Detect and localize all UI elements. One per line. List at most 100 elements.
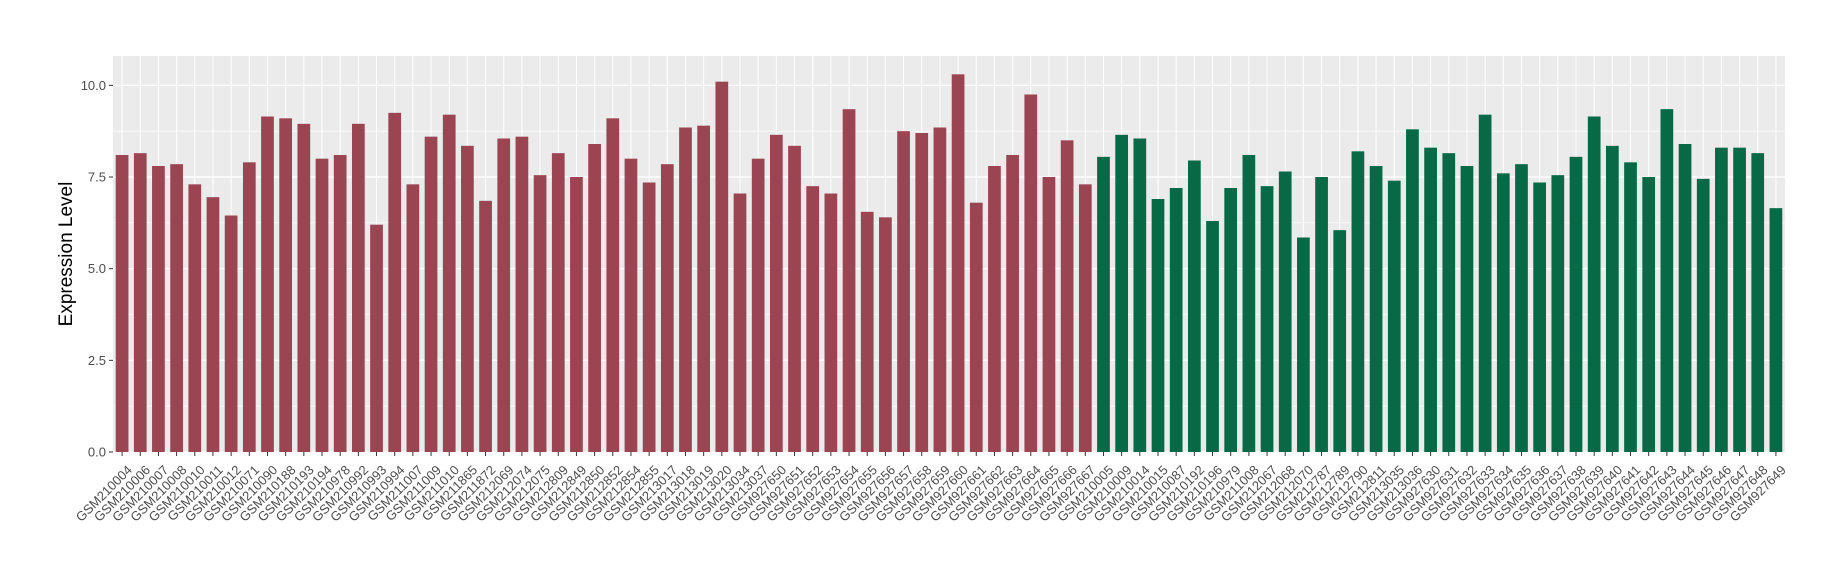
bar-GSM927657 bbox=[897, 131, 910, 452]
bar-GSM210004 bbox=[115, 155, 129, 452]
bar-GSM211872 bbox=[479, 200, 492, 452]
x-axis: GSM210004GSM210006GSM210007GSM210008GSM2… bbox=[73, 452, 1789, 525]
bar-GSM927652 bbox=[806, 186, 820, 452]
bar-GSM212849 bbox=[570, 177, 583, 452]
bar-GSM212850 bbox=[588, 144, 601, 452]
bar-GSM210014 bbox=[1133, 138, 1147, 452]
bar-GSM927641 bbox=[1624, 162, 1637, 453]
bar-GSM212811 bbox=[1369, 166, 1383, 452]
bar-GSM927661 bbox=[969, 202, 983, 452]
bar-GSM210194 bbox=[315, 158, 329, 452]
bar-GSM927665 bbox=[1042, 177, 1056, 452]
bar-GSM211865 bbox=[461, 145, 474, 453]
bar-GSM210978 bbox=[333, 155, 347, 452]
bar-GSM210007 bbox=[152, 166, 165, 452]
bar-GSM211008 bbox=[1242, 155, 1256, 452]
bar-GSM927635 bbox=[1515, 164, 1528, 452]
bar-GSM213036 bbox=[1406, 129, 1419, 453]
bar-GSM927640 bbox=[1605, 145, 1619, 453]
bar-GSM212787 bbox=[1315, 177, 1328, 452]
y-tick-label: 5.0 bbox=[88, 261, 106, 276]
bar-GSM927634 bbox=[1496, 173, 1510, 453]
bar-GSM212789 bbox=[1333, 230, 1347, 452]
bar-GSM927659 bbox=[933, 127, 947, 452]
bar-GSM211007 bbox=[406, 184, 420, 453]
bar-GSM212854 bbox=[624, 158, 638, 452]
bar-GSM927649 bbox=[1769, 208, 1783, 452]
bar-GSM213017 bbox=[660, 164, 674, 452]
bar-GSM210015 bbox=[1151, 199, 1165, 452]
bar-GSM210009 bbox=[1115, 134, 1129, 453]
bar-GSM927667 bbox=[1078, 184, 1092, 453]
bar-GSM927658 bbox=[915, 133, 929, 452]
bar-GSM927637 bbox=[1551, 175, 1565, 452]
bar-GSM927647 bbox=[1733, 147, 1746, 452]
bar-GSM212068 bbox=[1278, 171, 1292, 452]
bar-GSM927642 bbox=[1642, 177, 1656, 452]
bar-GSM927646 bbox=[1715, 147, 1728, 452]
bar-GSM213034 bbox=[733, 193, 747, 452]
bar-GSM210979 bbox=[1224, 188, 1238, 452]
bar-GSM210010 bbox=[188, 184, 202, 453]
bar-GSM927648 bbox=[1751, 153, 1765, 452]
bar-GSM927666 bbox=[1060, 140, 1074, 453]
bar-GSM927639 bbox=[1587, 116, 1601, 452]
bar-GSM927636 bbox=[1533, 182, 1547, 452]
bar-GSM210992 bbox=[351, 123, 365, 452]
y-tick-label: 0.0 bbox=[88, 445, 106, 460]
bar-GSM210005 bbox=[1097, 156, 1110, 453]
bar-GSM927664 bbox=[1024, 94, 1038, 452]
bar-GSM210193 bbox=[297, 123, 311, 452]
bars bbox=[115, 74, 1783, 453]
bar-GSM927663 bbox=[1006, 155, 1019, 452]
bar-GSM211010 bbox=[442, 114, 456, 453]
bar-GSM213020 bbox=[715, 81, 729, 453]
bar-GSM927643 bbox=[1660, 109, 1674, 453]
bar-GSM927655 bbox=[860, 211, 874, 452]
bar-GSM927662 bbox=[988, 166, 1001, 452]
bar-GSM210993 bbox=[370, 224, 383, 452]
bar-GSM212074 bbox=[515, 136, 529, 452]
bar-GSM212075 bbox=[533, 175, 547, 452]
bar-GSM212070 bbox=[1297, 237, 1310, 452]
bar-GSM210012 bbox=[224, 215, 238, 452]
bar-GSM212855 bbox=[642, 182, 656, 452]
bar-GSM213035 bbox=[1387, 180, 1401, 452]
bar-GSM927644 bbox=[1678, 144, 1692, 452]
bar-GSM210008 bbox=[170, 164, 183, 452]
bar-GSM213019 bbox=[697, 125, 711, 453]
bar-GSM210188 bbox=[279, 118, 293, 452]
bar-GSM210087 bbox=[1169, 188, 1183, 452]
bar-GSM210011 bbox=[206, 197, 220, 452]
y-axis: 0.0 2.5 5.0 7.5 10.0 bbox=[81, 78, 113, 460]
bar-GSM927632 bbox=[1460, 166, 1474, 452]
bar-GSM927656 bbox=[879, 217, 892, 452]
bar-GSM212069 bbox=[497, 138, 511, 452]
bar-GSM927660 bbox=[951, 74, 965, 452]
y-tick-label: 2.5 bbox=[88, 353, 106, 368]
bar-GSM210196 bbox=[1206, 221, 1219, 452]
bar-GSM212852 bbox=[606, 118, 620, 452]
y-axis-title: Expression Level bbox=[56, 182, 77, 327]
bar-GSM927653 bbox=[824, 193, 838, 452]
y-tick-label: 7.5 bbox=[88, 170, 106, 185]
bar-GSM212809 bbox=[551, 153, 565, 452]
bar-GSM211009 bbox=[424, 136, 438, 452]
bar-GSM927630 bbox=[1424, 147, 1437, 452]
bar-GSM210994 bbox=[388, 112, 402, 452]
y-tick-label: 10.0 bbox=[81, 78, 106, 93]
bar-GSM927650 bbox=[769, 134, 783, 453]
bar-GSM927638 bbox=[1569, 156, 1583, 453]
bar-GSM927645 bbox=[1696, 178, 1710, 453]
bar-GSM210006 bbox=[133, 153, 147, 452]
bar-GSM927631 bbox=[1442, 153, 1456, 452]
bar-GSM213037 bbox=[751, 158, 765, 452]
bar-GSM213018 bbox=[679, 127, 692, 452]
bar-GSM210090 bbox=[261, 116, 274, 452]
bar-GSM927633 bbox=[1478, 114, 1492, 453]
bar-GSM927654 bbox=[842, 109, 856, 453]
bar-GSM212067 bbox=[1260, 186, 1274, 452]
bar-GSM210192 bbox=[1187, 160, 1201, 452]
